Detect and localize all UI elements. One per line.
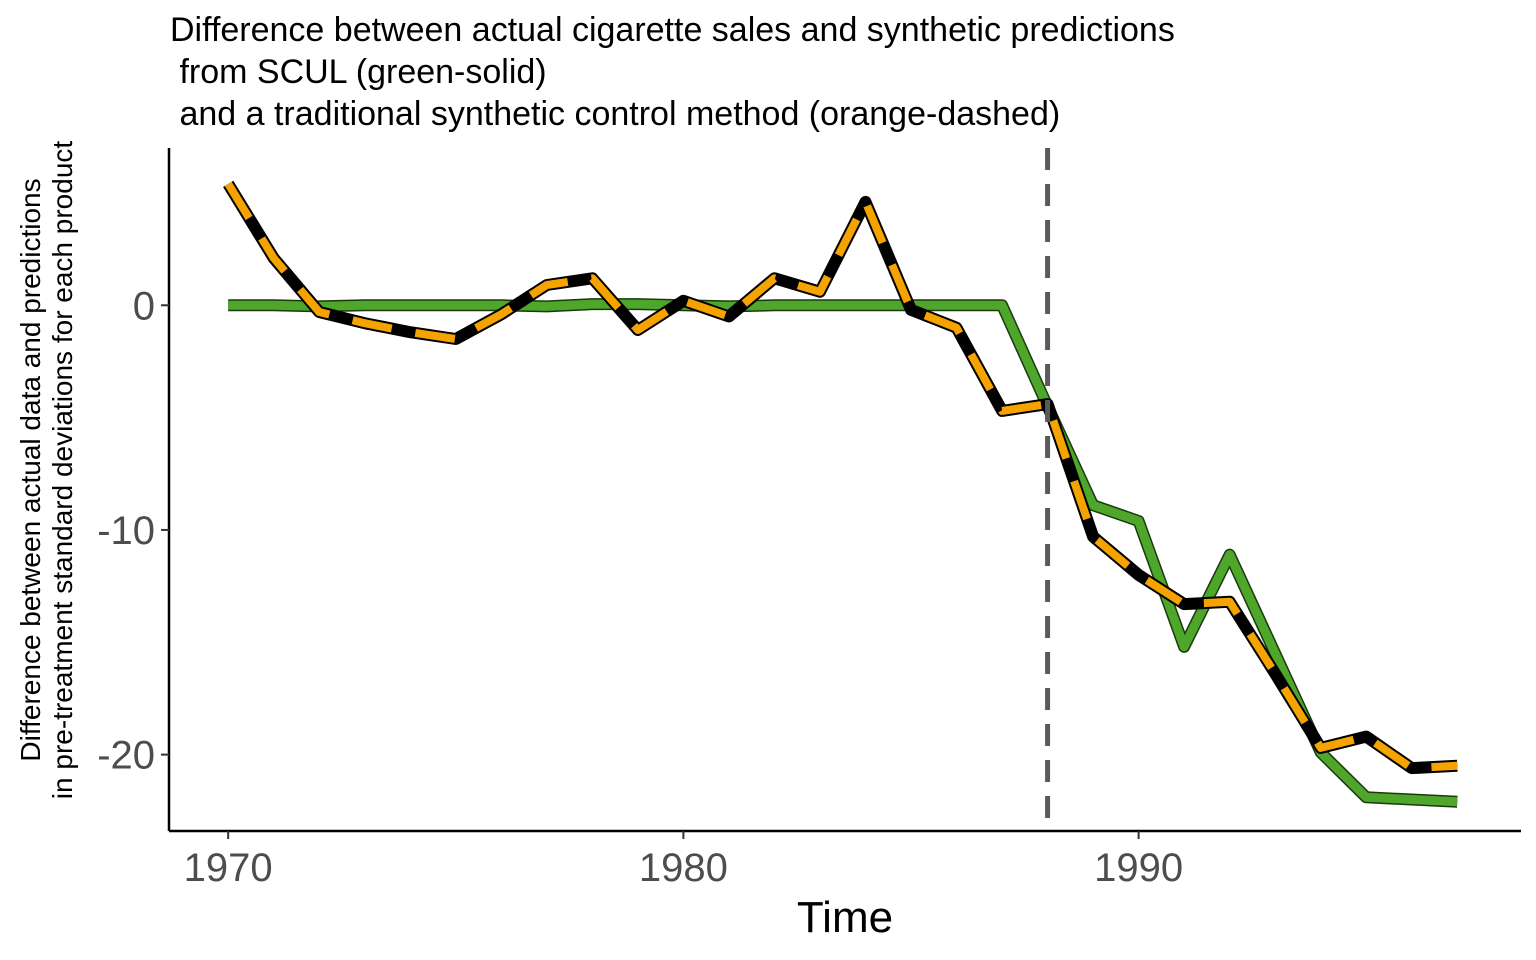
y-tick-label: -10	[97, 509, 155, 553]
scul-series-line	[228, 299, 1458, 807]
x-tick-label: 1990	[1094, 846, 1183, 890]
x-axis-title: Time	[797, 893, 893, 942]
y-axis-title-line-1: Difference between actual data and predi…	[15, 178, 46, 761]
ticks-layer: 1970 1980 1990 0 -10 -20	[97, 284, 1183, 890]
synth-series-base	[223, 180, 1458, 775]
chart-title-line-3: and a traditional synthetic control meth…	[170, 95, 1061, 133]
x-tick-label: 1980	[639, 846, 728, 890]
series-layer	[223, 180, 1458, 808]
chart-title-line-2: from SCUL (green-solid)	[170, 53, 547, 91]
y-axis-title: Difference between actual data and predi…	[15, 141, 78, 800]
y-tick-label: -20	[97, 734, 155, 778]
y-tick-label: 0	[133, 284, 155, 328]
scul-series-outline	[228, 298, 1458, 808]
x-tick-label: 1970	[184, 846, 273, 890]
synth-series-dashed	[224, 181, 1458, 773]
y-axis-title-line-2: in pre-treatment standard deviations for…	[47, 141, 78, 800]
chart-title-line-1: Difference between actual cigarette sale…	[170, 11, 1175, 49]
